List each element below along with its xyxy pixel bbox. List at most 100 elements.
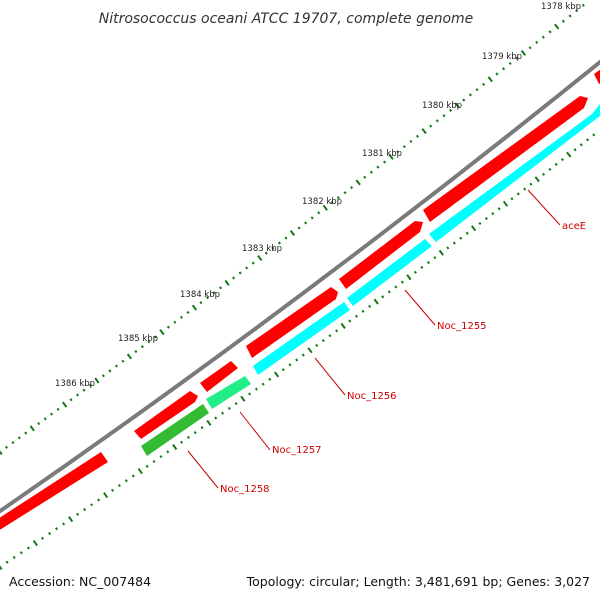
scale-tick: [520, 49, 527, 56]
reverse-strand-genes: [141, 104, 600, 456]
scale-tick: [336, 196, 340, 200]
gene-feature[interactable]: [246, 287, 338, 358]
scale-tick: [166, 325, 170, 329]
scale-tick: [147, 340, 151, 344]
scale-tick: [50, 412, 54, 416]
scale-tick: [48, 531, 52, 536]
scale-tick: [321, 339, 325, 343]
scale-tick: [573, 148, 577, 152]
scale-tick: [206, 419, 212, 426]
scale-tick: [330, 201, 334, 205]
scale-tick: [452, 241, 456, 245]
scale-tick: [186, 310, 190, 314]
gene-feature[interactable]: [206, 376, 251, 409]
scale-tick: [288, 363, 292, 367]
scale-tick: [214, 416, 218, 420]
gene-labels: aceE Noc_1255 Noc_1256 Noc_1257 Noc_1258: [220, 221, 586, 495]
label-leader-lines: [187, 189, 561, 489]
scale-tick: [468, 93, 472, 97]
gene-label[interactable]: Noc_1258: [220, 484, 270, 495]
scale-tick: [462, 98, 466, 102]
gene-feature[interactable]: [339, 221, 423, 289]
leader-line: [527, 189, 561, 226]
scale-tick: [515, 56, 519, 60]
scale-tick: [433, 256, 437, 260]
scale-tick: [322, 204, 328, 211]
scale-tick: [277, 241, 281, 245]
scale-tick: [264, 251, 268, 255]
scale-tick: [335, 329, 339, 333]
scale-tick: [124, 479, 128, 483]
scale-tick: [153, 335, 157, 339]
kbp-labels: 1378 kbp 1379 kbp 1380 kbp 1381 kbp 1382…: [55, 2, 581, 389]
scale-tick: [180, 440, 184, 444]
scale-tick: [24, 431, 28, 435]
scale-tick: [126, 353, 132, 360]
scale-tick: [19, 551, 23, 555]
scale-tick: [429, 124, 433, 128]
scale-tick: [69, 398, 73, 402]
scale-tick: [137, 468, 143, 475]
scale-tick: [131, 474, 135, 478]
kbp-label: 1386 kbp: [55, 379, 95, 389]
gene-feature[interactable]: [594, 66, 600, 84]
gene-feature[interactable]: [134, 391, 198, 439]
gene-label[interactable]: Noc_1255: [437, 321, 487, 332]
scale-tick: [568, 14, 572, 18]
scale-tick: [373, 298, 379, 305]
scale-tick: [140, 345, 144, 349]
scale-tick: [310, 216, 314, 220]
scale-tick: [191, 304, 198, 311]
scale-tick: [193, 431, 197, 435]
scale-tick: [446, 246, 450, 250]
scale-tick: [482, 82, 486, 87]
scale-tick: [363, 175, 367, 179]
scale-tick: [307, 347, 313, 354]
scale-tick: [273, 371, 280, 378]
scale-tick: [134, 350, 138, 354]
scale-tick: [354, 314, 358, 318]
gene-label[interactable]: Noc_1256: [347, 391, 397, 402]
scale-tick: [426, 261, 430, 265]
genome-backbone: [0, 59, 600, 514]
kbp-label: 1379 kbp: [482, 52, 522, 62]
gene-feature[interactable]: [429, 104, 600, 242]
scale-tick: [406, 274, 412, 281]
scale-tick: [75, 393, 80, 397]
kbp-label: 1385 kbp: [118, 334, 158, 344]
gene-feature[interactable]: [200, 361, 238, 392]
scale-tick: [484, 217, 488, 221]
scale-tick: [227, 406, 231, 410]
scale-tick: [5, 560, 9, 564]
kbp-label: 1382 kbp: [302, 197, 342, 207]
inner-tick-track: [0, 133, 596, 571]
scale-tick: [295, 358, 299, 362]
gene-feature[interactable]: [141, 404, 209, 456]
scale-tick: [238, 271, 242, 275]
outer-tick-track: [0, 3, 585, 455]
scale-tick: [343, 191, 347, 195]
scale-tick: [361, 309, 365, 313]
gene-feature[interactable]: [0, 452, 108, 536]
scale-tick: [581, 3, 585, 7]
scale-tick: [579, 143, 583, 147]
gene-label[interactable]: aceE: [562, 221, 586, 232]
scale-tick: [459, 236, 463, 240]
scale-tick: [548, 30, 552, 34]
scale-tick: [284, 236, 288, 240]
scale-tick: [62, 522, 66, 526]
gene-label[interactable]: Noc_1257: [272, 445, 322, 456]
scale-tick: [383, 160, 387, 164]
scale-tick: [88, 383, 92, 387]
scale-tick: [32, 540, 38, 547]
scale-tick: [348, 319, 352, 323]
gene-feature[interactable]: [347, 239, 432, 306]
scale-tick: [173, 320, 177, 324]
scale-tick: [82, 388, 86, 392]
scale-tick: [368, 304, 372, 308]
forward-strand-genes: [0, 66, 600, 536]
gene-feature[interactable]: [253, 302, 350, 375]
gene-feature[interactable]: [423, 96, 588, 222]
scale-tick: [289, 230, 296, 236]
